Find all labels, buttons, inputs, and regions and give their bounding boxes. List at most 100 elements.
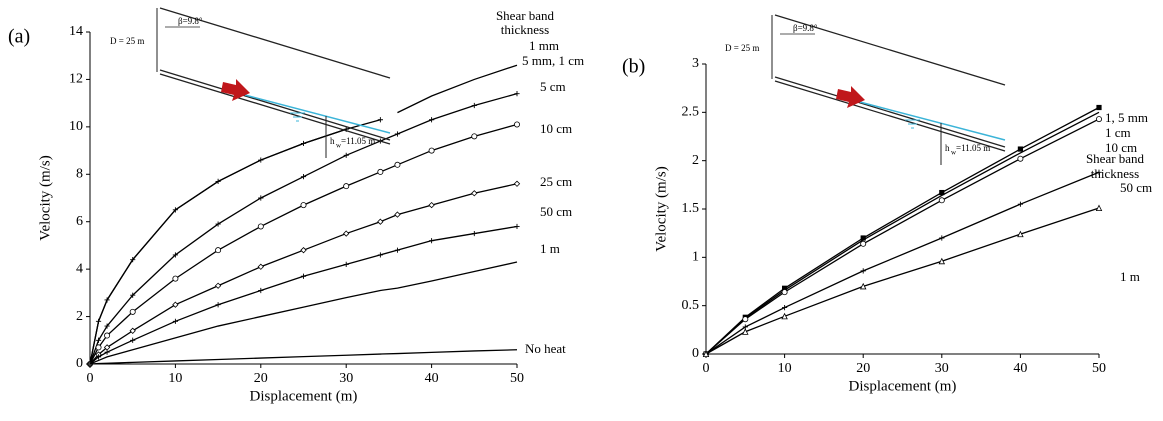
series-line (705, 171, 1100, 355)
marker (394, 247, 401, 253)
series-line (705, 118, 1100, 355)
marker (742, 328, 749, 335)
inset-label: β=9.8° (178, 16, 203, 26)
marker (471, 133, 478, 140)
x-tick-label: 10 (778, 361, 792, 376)
series-label: 1 m (540, 241, 560, 256)
marker (172, 318, 178, 324)
y-tick-label: 3 (692, 56, 699, 71)
inset-diagram: D = 25 m β=9.8° h w =11.05 m (110, 7, 391, 158)
legend-title: thickness (1091, 166, 1139, 181)
series-label: 10 cm (1105, 140, 1137, 155)
marker (1017, 230, 1024, 238)
marker (1096, 169, 1102, 175)
marker (742, 316, 749, 323)
water-line (859, 101, 1006, 141)
series-label: 1 cm (1105, 125, 1131, 140)
inset-label: D = 25 m (110, 36, 144, 46)
inset-label: w (951, 149, 957, 157)
marker (781, 312, 788, 320)
series-label: 5 cm (540, 79, 566, 94)
y-tick-label: 4 (76, 261, 83, 276)
inset-diagram: D = 25 m β=9.8° h w =11.05 m (725, 14, 1006, 165)
inset-label: β=9.8° (793, 23, 818, 33)
marker (257, 263, 264, 270)
panel-label: (b) (622, 56, 645, 78)
slope-top (159, 7, 391, 79)
x-tick-label: 40 (425, 371, 439, 386)
y-tick-label: 2 (692, 153, 699, 168)
y-tick-label: 0.5 (682, 298, 700, 313)
marker (939, 235, 945, 241)
y-tick-label: 12 (69, 72, 83, 87)
marker (1017, 155, 1024, 162)
series-label: 1 m (1120, 269, 1140, 284)
y-tick-label: 6 (76, 214, 83, 229)
marker (129, 327, 136, 334)
marker (781, 289, 788, 296)
marker (377, 168, 384, 175)
series-line (89, 64, 518, 365)
marker (782, 285, 788, 291)
slope-top (774, 14, 1006, 86)
marker (300, 202, 307, 209)
water-line (244, 94, 391, 134)
slope-bottom (774, 76, 1006, 148)
y-tick-label: 2.5 (682, 105, 700, 120)
inset-label: =11.05 m (341, 136, 375, 146)
marker (394, 211, 401, 218)
marker (104, 323, 110, 329)
marker (300, 273, 307, 279)
slope-bottom (774, 80, 1006, 152)
marker (300, 247, 307, 254)
marker (939, 189, 945, 196)
series-line (89, 261, 518, 365)
inset-label: h (945, 143, 950, 153)
marker (215, 302, 221, 308)
marker (471, 190, 478, 197)
y-tick-label: 0 (692, 346, 699, 361)
x-tick-label: 50 (1092, 361, 1106, 376)
marker (104, 332, 111, 339)
marker (215, 221, 221, 227)
marker (394, 161, 401, 168)
x-tick-label: 20 (856, 361, 870, 376)
series-label: 5 mm, 1 cm (522, 53, 584, 68)
series-label: 10 cm (540, 121, 572, 136)
x-tick-label: 30 (935, 361, 949, 376)
marker (95, 354, 102, 360)
marker (860, 235, 866, 241)
marker (258, 287, 264, 294)
marker (95, 344, 102, 351)
marker (104, 349, 110, 355)
marker (859, 282, 867, 290)
series-label: 50 cm (1120, 180, 1152, 195)
series-line (89, 93, 518, 365)
marker (471, 102, 477, 109)
marker (343, 261, 349, 267)
x-tick-label: 20 (254, 371, 268, 386)
legend-title: Shear band (496, 8, 555, 23)
marker (782, 305, 788, 311)
y-tick-label: 1.5 (682, 201, 700, 216)
x-tick-label: 10 (168, 371, 182, 386)
marker (258, 195, 264, 201)
marker (860, 268, 866, 274)
flow-arrow (836, 86, 865, 108)
marker (1096, 104, 1102, 111)
series-label: 1 mm (529, 38, 559, 53)
x-axis-title: Displacement (m) (250, 388, 358, 404)
inset-label: =11.05 m (956, 143, 990, 153)
marker (215, 247, 222, 254)
marker (257, 223, 264, 230)
series-line (89, 119, 381, 365)
series-line (705, 207, 1100, 355)
legend-title: Shear band (1086, 151, 1145, 166)
marker (1017, 146, 1023, 152)
marker (343, 230, 350, 237)
flow-arrow (221, 79, 250, 101)
inset-label: D = 25 m (725, 43, 759, 53)
legend-title: thickness (501, 22, 549, 37)
marker (394, 131, 401, 137)
